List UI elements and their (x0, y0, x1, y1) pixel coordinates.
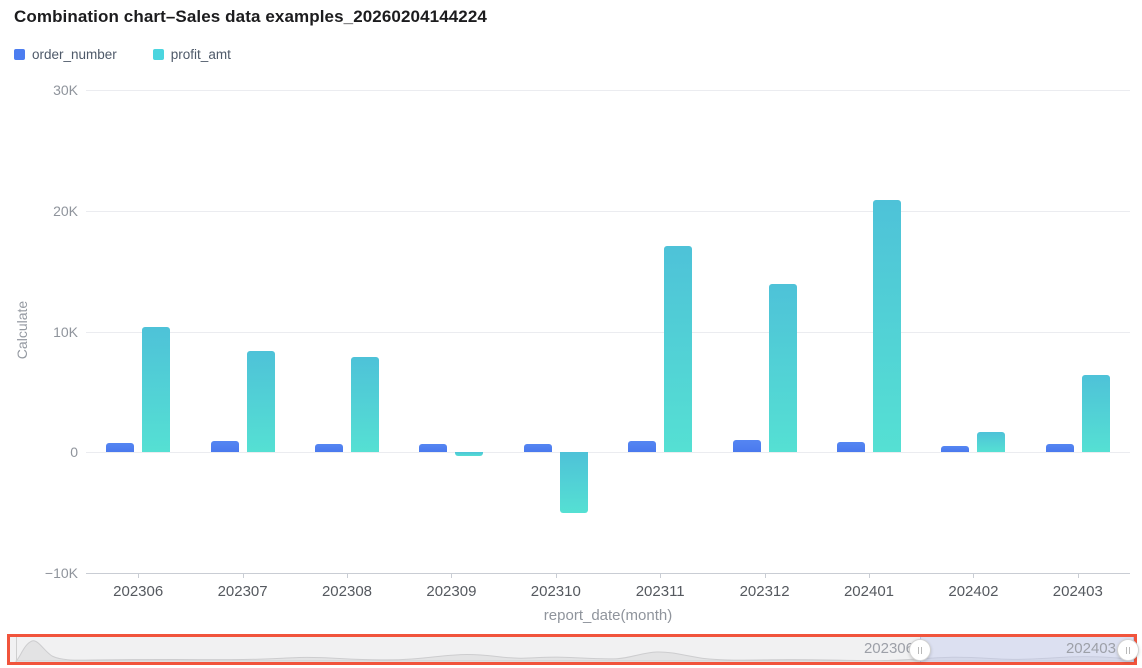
x-tick (869, 574, 870, 578)
legend-label-profit-amt: profit_amt (170, 47, 231, 62)
bar-profit_amt-202403[interactable] (1081, 374, 1110, 453)
bar-profit_amt-202307[interactable] (246, 350, 275, 453)
bar-order_number-202403[interactable] (1045, 443, 1074, 453)
legend: order_number profit_amt (14, 47, 231, 62)
bar-profit_amt-202311[interactable] (664, 245, 693, 453)
bar-profit_amt-202401[interactable] (873, 199, 901, 453)
bar-order_number-202402[interactable] (941, 445, 970, 453)
bar-order_number-202308[interactable] (315, 443, 343, 453)
x-tick (138, 574, 140, 578)
x-tick-label: 202308 (321, 583, 373, 600)
bar-profit_amt-202308[interactable] (351, 356, 379, 453)
datazoom-slider[interactable]: 202306 202403 (7, 634, 1139, 665)
chart-title: Combination chart–Sales data examples_20… (14, 7, 487, 26)
bar-order_number-202401[interactable] (837, 441, 865, 453)
x-tick-label: 202311 (635, 583, 685, 600)
datazoom-start-label: 202306 (863, 640, 914, 657)
x-tick (660, 574, 662, 578)
bar-order_number-202312[interactable] (732, 440, 761, 453)
legend-item-order-number[interactable]: order_number (14, 47, 117, 62)
x-tick (555, 574, 557, 578)
bar-profit_amt-202310[interactable] (559, 452, 588, 513)
gridline (86, 90, 1130, 91)
x-tick (242, 574, 244, 578)
x-tick-label: 202402 (948, 583, 999, 600)
bar-profit_amt-202402[interactable] (977, 431, 1006, 453)
x-tick (1077, 574, 1079, 578)
x-tick-label: 202401 (843, 583, 895, 600)
bar-order_number-202310[interactable] (523, 444, 552, 453)
x-tick (764, 574, 766, 578)
legend-label-order-number: order_number (32, 47, 117, 62)
x-tick-label: 202403 (1052, 583, 1103, 600)
x-tick-label: 202307 (217, 583, 268, 600)
x-tick-label: 202310 (530, 583, 581, 600)
plot-area: Calculate report_date(month) 30K 20K 10K 0−… (14, 82, 1130, 624)
bar-order_number-202306[interactable] (106, 442, 135, 453)
x-tick (347, 574, 348, 578)
legend-item-profit-amt[interactable]: profit_amt (152, 47, 231, 62)
gridline (86, 452, 1130, 454)
y-tick-label: 0 (70, 444, 78, 461)
legend-swatch-order-number-icon (14, 49, 25, 60)
x-tick-label: 202309 (426, 583, 477, 600)
x-axis-line (86, 573, 1130, 574)
datazoom-end-label: 202403 (1065, 640, 1116, 657)
datazoom-right-handle[interactable] (1117, 639, 1139, 661)
gridline (86, 210, 1130, 212)
gridline (86, 331, 1130, 333)
y-tick-label: 10K (53, 323, 78, 340)
bar-order_number-202309[interactable] (419, 443, 448, 453)
x-tick-label: 202306 (113, 583, 164, 600)
datazoom-left-handle[interactable] (909, 639, 931, 661)
bar-profit_amt-202306[interactable] (142, 326, 171, 453)
datazoom-left-boundary (16, 637, 17, 662)
x-tick-label: 202312 (739, 583, 790, 600)
bar-order_number-202311[interactable] (628, 441, 657, 453)
legend-swatch-profit-amt-icon (152, 49, 164, 60)
bar-profit_amt-202309[interactable] (455, 452, 484, 456)
datazoom-track[interactable]: 202306 202403 (10, 637, 1139, 662)
x-tick (451, 574, 453, 578)
bar-profit_amt-202312[interactable] (768, 284, 797, 453)
bar-order_number-202307[interactable] (210, 440, 239, 453)
x-tick (973, 574, 975, 578)
x-axis-title: report_date(month) (543, 607, 673, 624)
y-tick-label: 20K (53, 202, 78, 219)
datazoom-preview-curve (14, 640, 1133, 662)
y-tick-label: 30K (53, 82, 78, 98)
y-tick-label: −10K (44, 565, 78, 581)
